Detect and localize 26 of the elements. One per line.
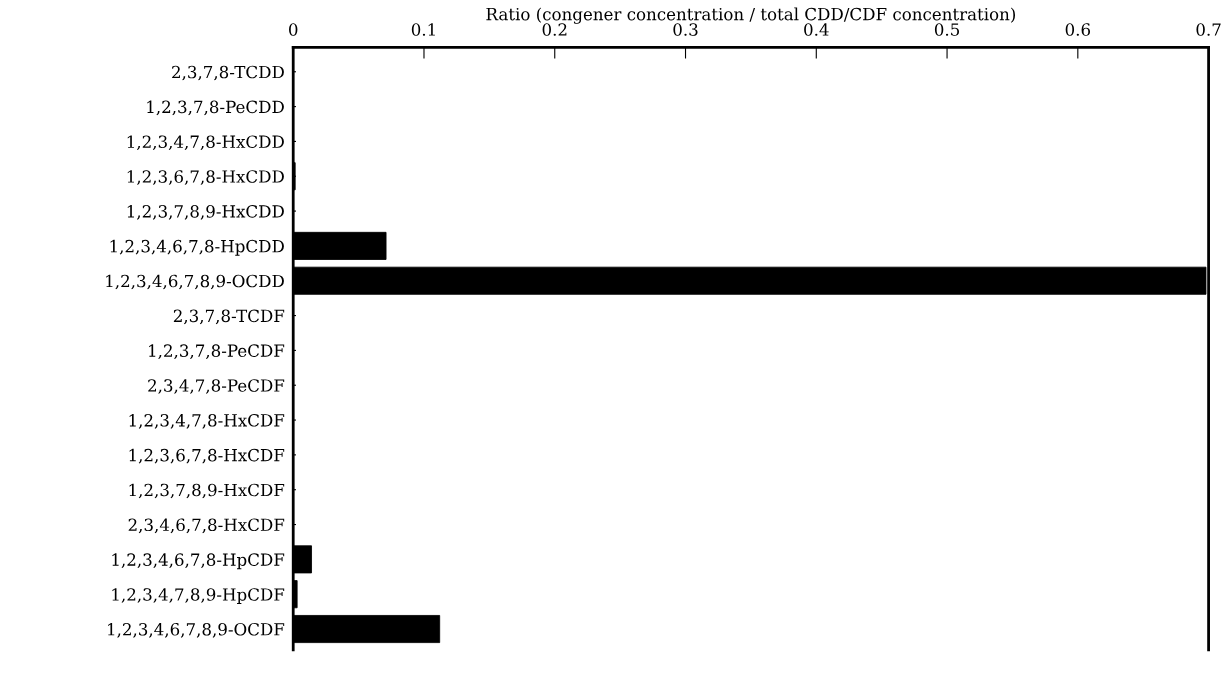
x-tick-label: 0.4 xyxy=(804,23,829,36)
y-tick-label: 1,2,3,7,8-PeCDF xyxy=(149,344,285,359)
x-tick-label: 0.6 xyxy=(1065,23,1091,36)
y-tick-label: 1,2,3,4,7,8,9-HpCDF xyxy=(112,588,285,604)
y-tick-label: 1,2,3,4,6,7,8,9-OCDD xyxy=(106,274,284,290)
x-tick-label: 0.5 xyxy=(934,23,960,36)
y-tick-label: 2,3,4,6,7,8-HxCDF xyxy=(128,518,285,534)
y-tick-label: 1,2,3,4,6,7,8,9-OCDF xyxy=(108,622,285,638)
y-tick-label: 1,2,3,7,8,9-HxCDF xyxy=(129,483,285,499)
x-axis-title: Ratio (congener concentration / total CDD/CDF concentration) xyxy=(486,7,1016,24)
x-tick-label: 0.7 xyxy=(1196,23,1221,36)
x-tick-label: 0 xyxy=(289,23,298,36)
y-tick-label: 2,3,7,8-TCDD xyxy=(172,65,284,81)
y-tick-label: 1,2,3,6,7,8-HxCDF xyxy=(129,448,285,464)
y-tick-label: 2,3,4,7,8-PeCDF xyxy=(148,379,285,394)
y-tick-label: 1,2,3,7,8-PeCDD xyxy=(147,100,284,116)
x-tick-label: 0.3 xyxy=(673,23,698,36)
x-tick-label: 0.2 xyxy=(542,23,567,36)
y-tick-label: 1,2,3,4,7,8-HxCDD xyxy=(127,135,284,151)
y-tick-label: 1,2,3,4,6,7,8-HpCDF xyxy=(112,553,285,570)
y-tick-label: 1,2,3,4,6,7,8-HpCDD xyxy=(110,239,284,256)
y-tick-label: 1,2,3,7,8,9-HxCDD xyxy=(127,205,284,220)
y-tick-label: 2,3,7,8-TCDF xyxy=(173,309,285,325)
x-tick-label: 0.1 xyxy=(411,23,435,36)
y-tick-label: 1,2,3,4,7,8-HxCDF xyxy=(129,414,285,429)
y-tick-label: 1,2,3,6,7,8-HxCDD xyxy=(127,170,284,185)
